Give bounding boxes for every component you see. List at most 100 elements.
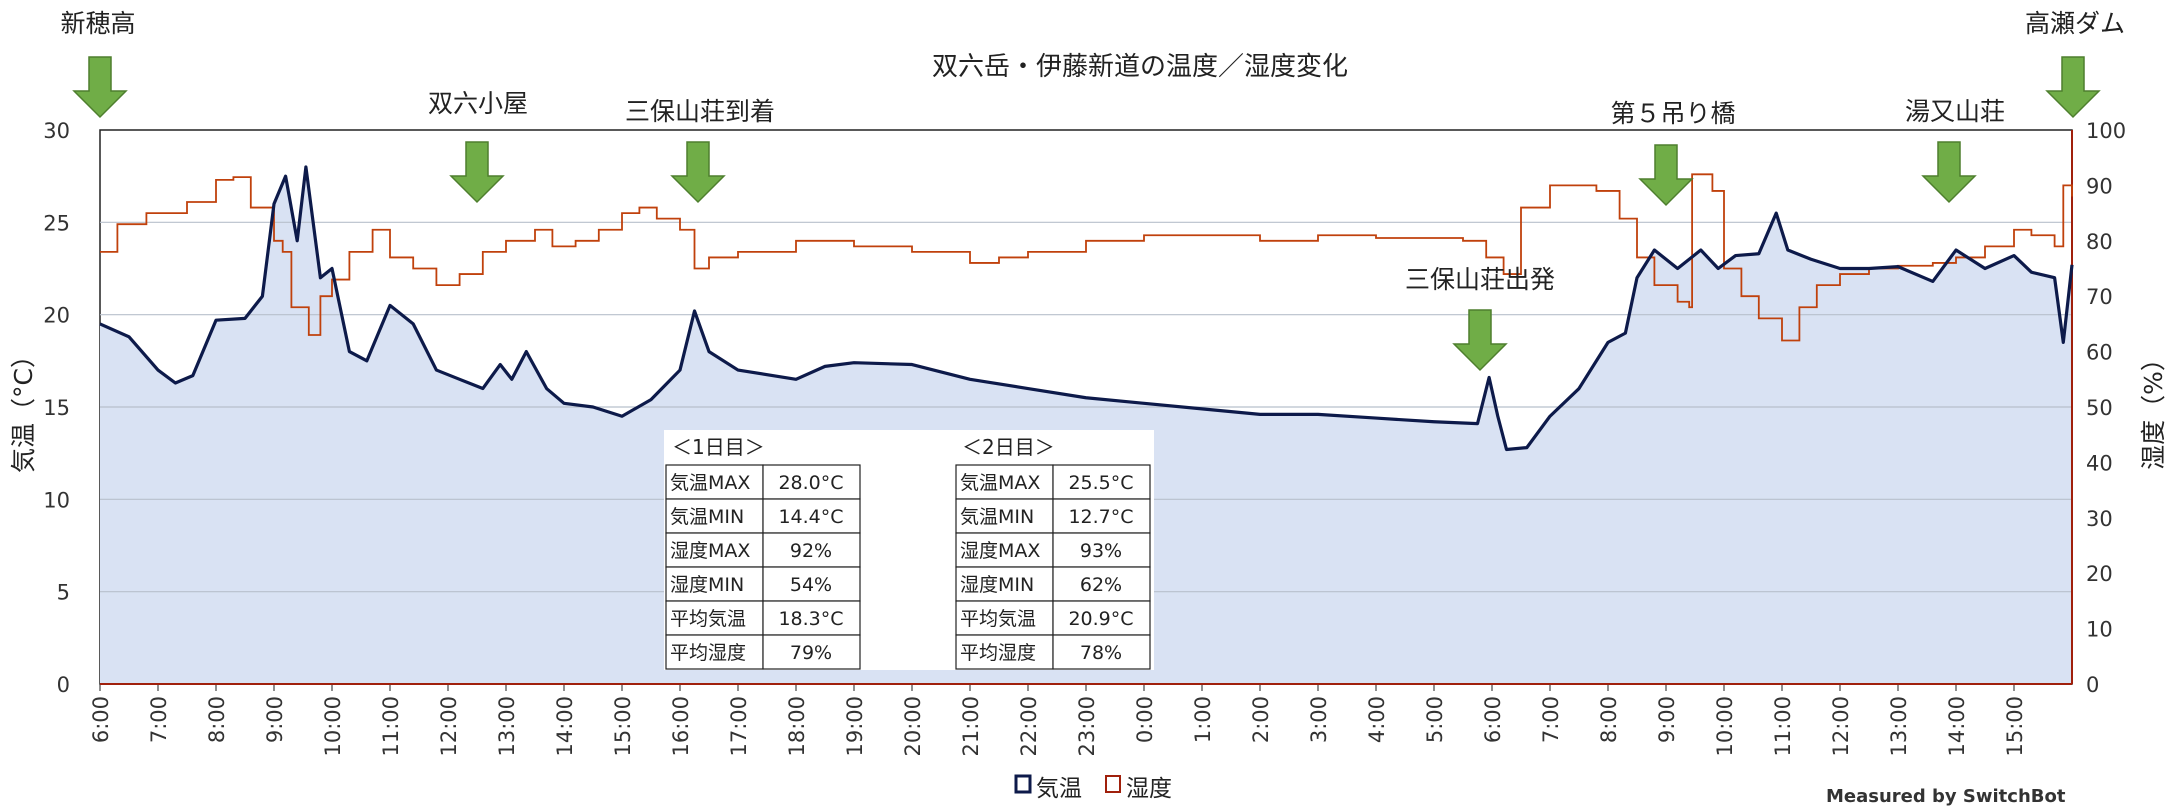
- x-tick-label: 11:00: [1771, 696, 1795, 757]
- x-tick-label: 7:00: [1539, 696, 1563, 743]
- down-arrow-icon: [1452, 309, 1508, 372]
- legend-swatch-humidity: [1105, 775, 1121, 793]
- x-tick-label: 15:00: [611, 696, 635, 757]
- y-tick-label: 15: [43, 396, 70, 420]
- annotation-label: 新穂高: [60, 9, 135, 38]
- x-tick-label: 2:00: [1249, 696, 1273, 743]
- annotation-label: 双六小屋: [428, 89, 528, 118]
- x-tick-label: 16:00: [669, 696, 693, 757]
- stats-value: 79%: [790, 642, 832, 664]
- stats-table-title: ＜2日目＞: [962, 435, 1055, 459]
- y2-tick-label: 40: [2086, 451, 2113, 475]
- stats-value: 14.4°C: [778, 506, 843, 528]
- annotation-label: 高瀬ダム: [2025, 9, 2125, 38]
- stats-cell: [665, 566, 764, 602]
- y-tick-label: 5: [57, 581, 70, 605]
- stats-cell: [1052, 600, 1151, 636]
- y-axis-label: 気温（°C）: [9, 343, 38, 473]
- stats-cell: [665, 532, 764, 568]
- x-tick-label: 23:00: [1075, 696, 1099, 757]
- x-tick-label: 1:00: [1191, 696, 1215, 743]
- x-tick-label: 10:00: [1713, 696, 1737, 757]
- stats-cell: [762, 498, 861, 534]
- stats-label: 気温MIN: [670, 506, 744, 528]
- x-tick-label: 13:00: [1887, 696, 1911, 757]
- x-tick-label: 14:00: [553, 696, 577, 757]
- temperature-line: [99, 165, 2074, 452]
- annotation-label: 三保山荘到着: [625, 97, 775, 126]
- stats-cell: [665, 464, 764, 500]
- stats-cell: [955, 532, 1054, 568]
- x-tick-label: 9:00: [263, 696, 287, 743]
- y2-tick-label: 30: [2086, 507, 2113, 531]
- x-tick-label: 17:00: [727, 696, 751, 757]
- y2-tick-label: 50: [2086, 396, 2113, 420]
- stats-cell: [955, 566, 1054, 602]
- x-tick-label: 8:00: [1597, 696, 1621, 743]
- stats-cell: [762, 634, 861, 670]
- y-tick-label: 10: [43, 488, 70, 512]
- stats-cell: [665, 600, 764, 636]
- x-tick-label: 13:00: [495, 696, 519, 757]
- stats-label: 平均気温: [960, 608, 1036, 630]
- x-tick-label: 6:00: [89, 696, 113, 743]
- stats-value: 25.5°C: [1068, 472, 1133, 494]
- stats-cell: [955, 498, 1054, 534]
- stats-value: 62%: [1080, 574, 1122, 596]
- x-tick-label: 3:00: [1307, 696, 1331, 743]
- y-tick-label: 30: [43, 119, 70, 143]
- y2-tick-label: 20: [2086, 562, 2113, 586]
- down-arrow-icon: [2045, 56, 2101, 119]
- x-tick-label: 21:00: [959, 696, 983, 757]
- down-arrow-icon: [449, 141, 505, 204]
- stats-value: 54%: [790, 574, 832, 596]
- down-arrow-icon: [72, 56, 128, 119]
- stats-label: 湿度MAX: [670, 540, 750, 562]
- x-tick-label: 12:00: [437, 696, 461, 757]
- stats-table-title: ＜1日目＞: [672, 435, 765, 459]
- stats-label: 気温MAX: [670, 472, 750, 494]
- x-tick-label: 8:00: [205, 696, 229, 743]
- y2-tick-label: 80: [2086, 230, 2113, 254]
- stats-value: 18.3°C: [778, 608, 843, 630]
- y2-tick-label: 60: [2086, 341, 2113, 365]
- stats-label: 平均湿度: [670, 642, 746, 664]
- stats-value: 92%: [790, 540, 832, 562]
- x-tick-label: 14:00: [1945, 696, 1969, 757]
- x-tick-label: 5:00: [1423, 696, 1447, 743]
- stats-label: 平均気温: [670, 608, 746, 630]
- x-tick-label: 15:00: [2003, 696, 2027, 757]
- y-tick-label: 25: [43, 211, 70, 235]
- stats-cell: [1052, 498, 1151, 534]
- stats-value: 12.7°C: [1068, 506, 1133, 528]
- legend-swatch-temperature: [1014, 774, 1032, 794]
- annotation-label: 三保山荘出発: [1405, 265, 1555, 294]
- stats-value: 20.9°C: [1068, 608, 1133, 630]
- x-tick-label: 18:00: [785, 696, 809, 757]
- stats-label: 気温MAX: [960, 472, 1040, 494]
- x-tick-label: 22:00: [1017, 696, 1041, 757]
- x-tick-label: 4:00: [1365, 696, 1389, 743]
- x-tick-label: 0:00: [1133, 696, 1157, 743]
- stats-cell: [762, 566, 861, 602]
- stats-cell: [1052, 634, 1151, 670]
- stats-value: 28.0°C: [778, 472, 843, 494]
- stats-cell: [762, 532, 861, 568]
- humidity-line: [100, 173, 2073, 342]
- annotation-label: 第５吊り橋: [1610, 99, 1735, 128]
- stats-label: 湿度MAX: [960, 540, 1040, 562]
- stats-label: 湿度MIN: [960, 574, 1034, 596]
- x-tick-label: 9:00: [1655, 696, 1679, 743]
- stats-label: 気温MIN: [960, 506, 1034, 528]
- x-tick-label: 11:00: [379, 696, 403, 757]
- credit-text: Measured by SwitchBot: [1826, 786, 2066, 807]
- y2-tick-label: 0: [2086, 673, 2099, 697]
- stats-cell: [955, 634, 1054, 670]
- legend-label-humidity: 湿度: [1126, 776, 1172, 802]
- annotation-label: 湯又山荘: [1905, 97, 2005, 126]
- down-arrow-icon: [670, 141, 726, 204]
- y2-tick-label: 70: [2086, 285, 2113, 309]
- x-tick-label: 10:00: [321, 696, 345, 757]
- x-tick-label: 19:00: [843, 696, 867, 757]
